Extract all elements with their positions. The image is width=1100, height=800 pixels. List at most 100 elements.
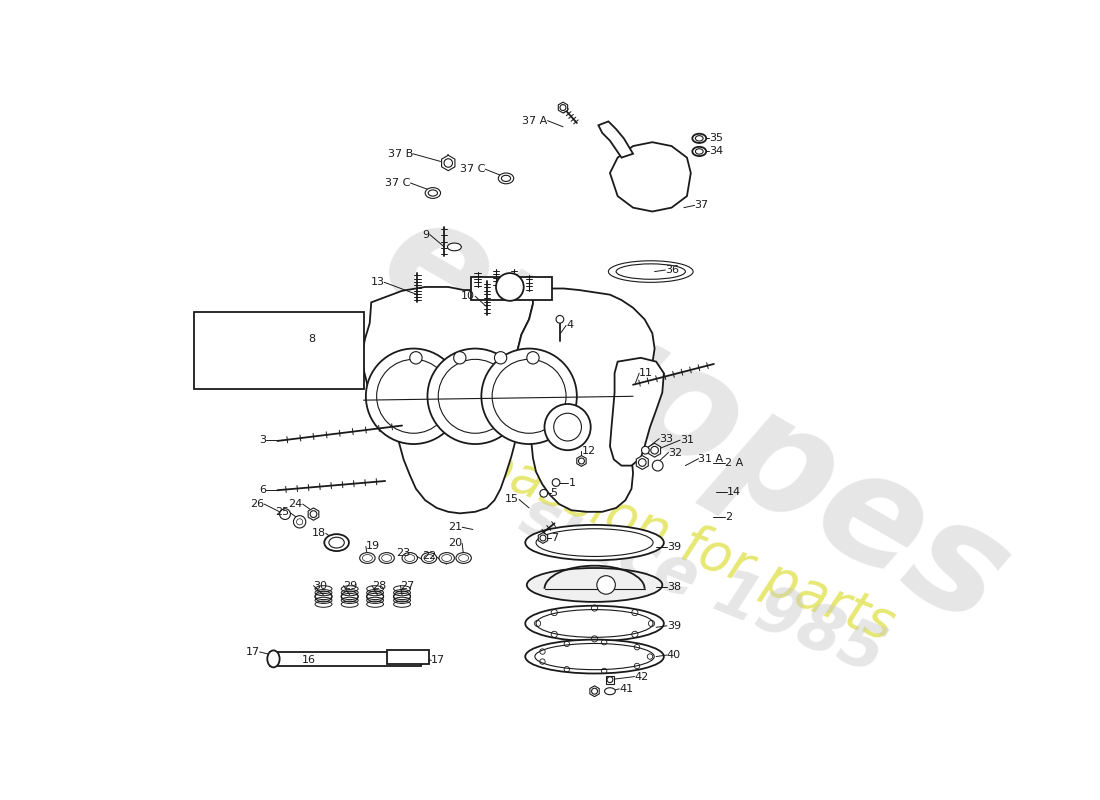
Ellipse shape xyxy=(692,134,706,143)
Circle shape xyxy=(527,352,539,364)
Circle shape xyxy=(495,352,507,364)
Text: 42: 42 xyxy=(635,671,649,682)
Ellipse shape xyxy=(439,553,454,563)
Ellipse shape xyxy=(526,525,663,560)
Ellipse shape xyxy=(527,568,662,602)
Polygon shape xyxy=(590,686,600,697)
Ellipse shape xyxy=(526,606,663,641)
Ellipse shape xyxy=(425,188,440,198)
Bar xyxy=(606,676,614,683)
Circle shape xyxy=(544,404,591,450)
Text: 22: 22 xyxy=(421,551,436,562)
Text: 23: 23 xyxy=(396,548,410,558)
Polygon shape xyxy=(576,455,586,466)
Text: 36: 36 xyxy=(666,265,680,275)
Ellipse shape xyxy=(498,173,514,184)
Circle shape xyxy=(366,349,461,444)
Text: 5: 5 xyxy=(551,488,558,498)
Circle shape xyxy=(641,446,649,454)
Text: 39: 39 xyxy=(667,542,681,552)
Text: 28: 28 xyxy=(372,581,386,590)
Ellipse shape xyxy=(394,591,410,602)
Text: 2: 2 xyxy=(725,512,732,522)
Polygon shape xyxy=(538,533,548,543)
Text: 37 C: 37 C xyxy=(460,164,485,174)
Ellipse shape xyxy=(421,553,437,563)
Text: a passion for parts: a passion for parts xyxy=(426,418,902,651)
Text: 31: 31 xyxy=(680,435,694,445)
Polygon shape xyxy=(362,287,534,514)
Text: 17: 17 xyxy=(431,655,446,666)
Polygon shape xyxy=(609,142,691,211)
Text: 12: 12 xyxy=(582,446,595,456)
Text: 25: 25 xyxy=(275,507,289,517)
Circle shape xyxy=(482,349,576,444)
Text: 33: 33 xyxy=(659,434,673,444)
Bar xyxy=(472,277,552,300)
Text: 26: 26 xyxy=(250,499,264,509)
Ellipse shape xyxy=(341,591,359,602)
Circle shape xyxy=(652,460,663,471)
Text: 15: 15 xyxy=(505,494,519,505)
Circle shape xyxy=(279,509,290,519)
Circle shape xyxy=(409,352,422,364)
Ellipse shape xyxy=(366,591,384,602)
Text: 41: 41 xyxy=(619,684,634,694)
Text: 18: 18 xyxy=(311,528,326,538)
Text: 9: 9 xyxy=(422,230,430,240)
Text: 13: 13 xyxy=(371,278,384,287)
Polygon shape xyxy=(441,155,455,170)
Polygon shape xyxy=(598,122,634,158)
Polygon shape xyxy=(559,102,568,113)
Text: 14: 14 xyxy=(727,486,741,497)
Circle shape xyxy=(496,273,524,301)
Text: 34: 34 xyxy=(710,146,724,157)
Bar xyxy=(270,652,420,666)
Text: 24: 24 xyxy=(288,499,302,509)
Text: 8: 8 xyxy=(308,334,316,343)
Text: 11: 11 xyxy=(639,368,653,378)
Text: 20: 20 xyxy=(448,538,462,548)
Ellipse shape xyxy=(692,147,706,156)
Text: 21: 21 xyxy=(448,522,462,532)
Text: 27: 27 xyxy=(400,581,415,590)
Text: 37 C: 37 C xyxy=(385,178,410,188)
Text: 17: 17 xyxy=(245,647,260,657)
Ellipse shape xyxy=(324,534,349,551)
Text: 37: 37 xyxy=(695,200,708,210)
Ellipse shape xyxy=(360,553,375,563)
Ellipse shape xyxy=(403,553,418,563)
Text: 31 A: 31 A xyxy=(698,454,724,464)
Bar xyxy=(195,312,363,389)
Text: 29: 29 xyxy=(343,581,358,590)
Text: 35: 35 xyxy=(710,134,724,143)
Circle shape xyxy=(428,349,522,444)
Polygon shape xyxy=(308,508,319,520)
Text: 40: 40 xyxy=(667,650,681,660)
Polygon shape xyxy=(636,455,648,470)
Text: 32: 32 xyxy=(669,447,683,458)
Polygon shape xyxy=(649,443,661,457)
Polygon shape xyxy=(609,358,664,466)
Ellipse shape xyxy=(605,688,615,694)
Polygon shape xyxy=(517,289,654,512)
Ellipse shape xyxy=(456,553,472,563)
Ellipse shape xyxy=(448,243,461,250)
Text: 38: 38 xyxy=(667,582,681,592)
Text: since 1985: since 1985 xyxy=(512,484,893,686)
Text: 6: 6 xyxy=(258,486,266,495)
Ellipse shape xyxy=(526,640,663,674)
Text: 16: 16 xyxy=(301,655,316,666)
Text: 37 B: 37 B xyxy=(387,149,412,158)
Text: 2 A: 2 A xyxy=(725,458,742,467)
Text: 4: 4 xyxy=(566,321,573,330)
Ellipse shape xyxy=(267,650,279,667)
Text: 37 A: 37 A xyxy=(522,116,548,126)
Text: europes: europes xyxy=(355,181,1034,658)
Text: 3: 3 xyxy=(258,435,266,445)
Text: 1: 1 xyxy=(569,478,575,487)
Circle shape xyxy=(597,576,615,594)
Bar xyxy=(387,650,429,664)
Circle shape xyxy=(453,352,466,364)
Text: 30: 30 xyxy=(314,581,328,590)
